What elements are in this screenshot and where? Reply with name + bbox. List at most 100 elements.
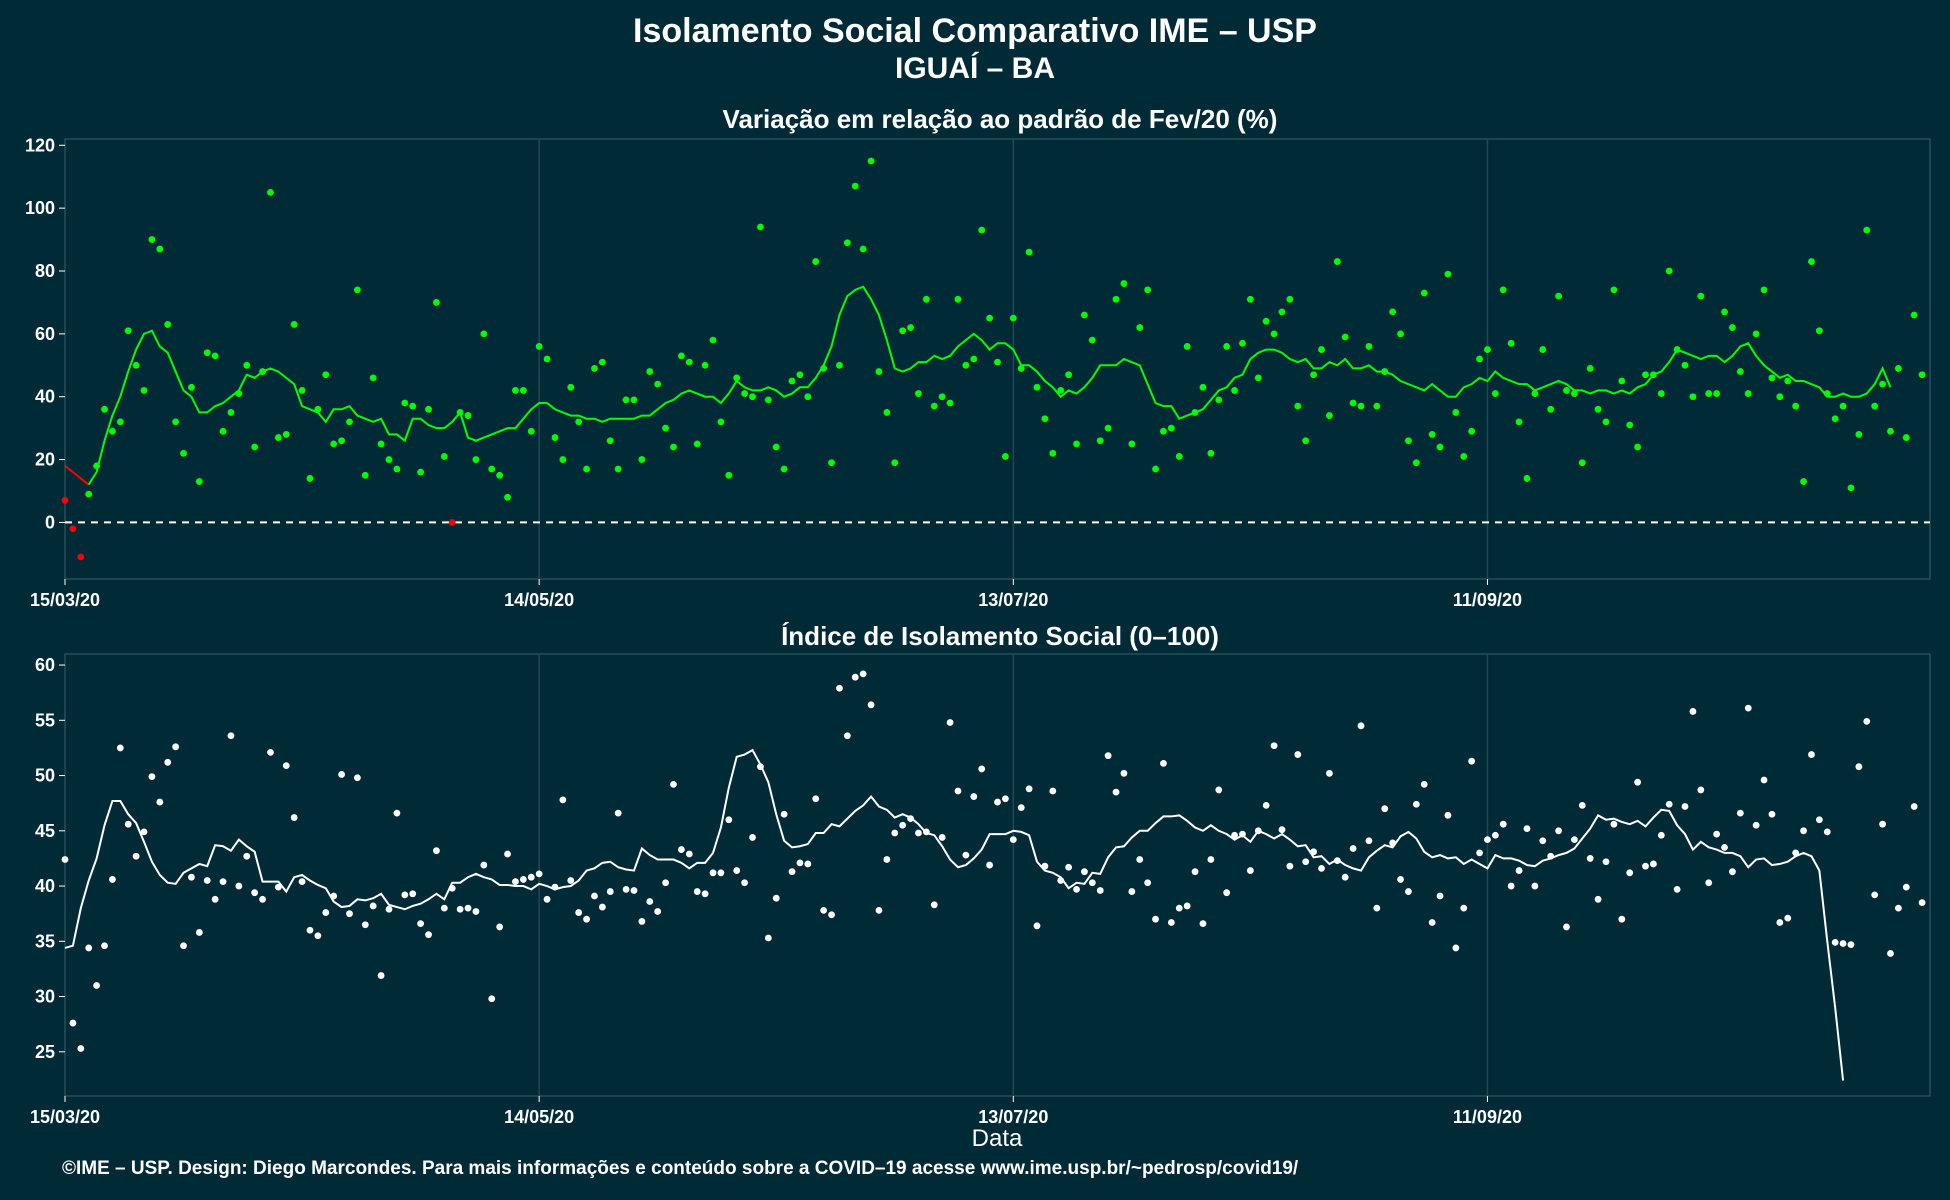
data-point [907,815,914,823]
data-point [1586,365,1594,372]
points-index [61,670,1926,1052]
data-point [662,424,669,432]
data-point [409,402,417,410]
data-point [132,852,140,860]
data-point [859,245,867,253]
data-point [717,418,725,426]
data-point [243,361,251,369]
data-point [922,828,930,836]
panel-title-variation: Variação em relação ao padrão de Fev/20 … [723,104,1278,134]
data-point [338,437,345,445]
data-point [1673,346,1681,353]
data-point [1049,449,1057,457]
data-point [180,942,187,950]
data-point [915,829,922,837]
data-point [180,449,187,457]
data-point [1294,751,1302,758]
data-point [61,856,69,863]
data-point [614,809,622,817]
y-tick-label: 120 [25,135,55,155]
data-point [346,418,353,426]
data-point [172,743,180,751]
data-point [1626,421,1634,429]
data-point [915,390,922,397]
data-point [749,834,756,841]
y-tick-label: 55 [35,710,55,730]
data-point [148,773,156,781]
data-point [1389,308,1397,316]
data-point [519,876,527,883]
data-point [1792,849,1800,857]
data-point [543,895,551,903]
data-point [235,882,243,890]
data-point [1618,377,1626,385]
data-point [425,931,432,939]
data-point [298,878,306,886]
y-axis-variation: 0 20 40 60 80 100 120 [25,135,65,532]
data-point [978,765,986,773]
data-point [1049,787,1057,795]
data-point [891,459,899,467]
data-point [883,856,891,863]
data-point [1175,453,1183,460]
data-point [77,1045,85,1052]
data-point [109,876,116,883]
data-point [1618,915,1626,923]
data-point [1009,314,1017,322]
y-tick-label: 25 [35,1042,55,1062]
data-point [1689,393,1697,401]
data-point [788,377,796,385]
data-point [1128,440,1136,448]
data-point [875,368,883,375]
data-point [1515,418,1523,426]
data-point [970,793,978,800]
data-point [1499,286,1507,294]
data-point [361,921,369,929]
data-point [1436,892,1444,900]
data-point [1705,390,1713,397]
data-point [1705,879,1713,887]
data-point [1405,888,1412,895]
data-point [1081,311,1088,319]
data-point [464,904,472,912]
data-point [1642,371,1649,379]
data-point [401,891,409,899]
data-point [677,352,685,360]
data-point [1570,836,1578,844]
data-point [1594,895,1602,903]
data-point [709,336,717,344]
data-point [1555,827,1562,835]
data-point [448,884,456,892]
data-point [346,910,353,918]
data-point [1302,858,1310,866]
data-point [1136,324,1144,331]
data-point [433,847,440,855]
data-point [598,903,606,911]
trend-line-segment [64,748,1845,1081]
data-point [1365,837,1373,845]
data-point [1863,226,1871,234]
data-point [1294,402,1302,410]
data-point [1065,863,1073,871]
data-point [1278,308,1286,316]
data-point [1752,821,1760,829]
data-point [1254,374,1262,382]
data-point [701,890,709,898]
data-point [614,465,622,473]
data-point [1302,437,1310,445]
data-point [1167,424,1175,432]
data-point [1491,390,1499,397]
data-point [780,465,788,473]
data-point [211,352,219,360]
data-point [377,440,385,448]
data-point [1650,371,1657,379]
panel-index: Índice de Isolamento Social (0–100) 25 30… [30,621,1931,1152]
data-point [1871,891,1879,899]
data-point [1736,368,1744,375]
data-point [1586,855,1594,862]
data-point [1057,877,1065,884]
data-point [456,905,464,913]
data-point [757,223,764,231]
panel-variation: Variação em relação ao padrão de Fev/20 … [25,104,1931,610]
data-point [535,870,543,878]
